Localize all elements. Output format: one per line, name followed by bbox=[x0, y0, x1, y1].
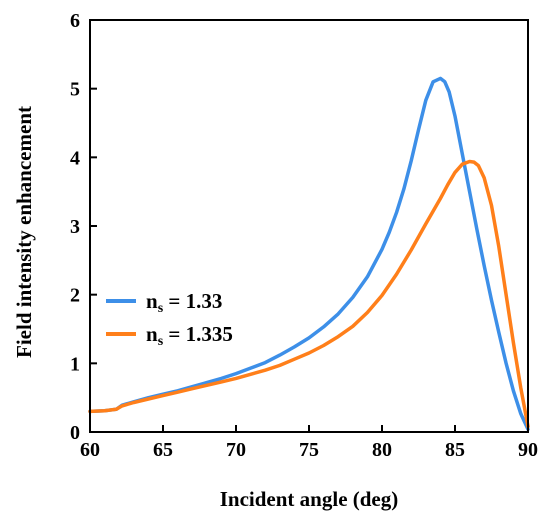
x-tick-label: 90 bbox=[518, 439, 538, 461]
y-tick-label: 3 bbox=[70, 216, 80, 238]
legend-label-1: ns = 1.33 bbox=[146, 289, 222, 316]
x-tick-label: 80 bbox=[372, 439, 392, 461]
plot-content bbox=[88, 76, 530, 432]
legend-label-2: ns = 1.335 bbox=[146, 322, 233, 349]
series-line-1 bbox=[88, 76, 530, 432]
x-tick-label: 75 bbox=[299, 439, 319, 461]
x-tick-label: 65 bbox=[153, 439, 173, 461]
x-tick-label: 85 bbox=[445, 439, 465, 461]
y-tick-label: 6 bbox=[70, 10, 80, 32]
y-tick-label: 0 bbox=[70, 422, 80, 444]
x-axis-label: Incident angle (deg) bbox=[220, 487, 399, 511]
plot-frame bbox=[89, 19, 529, 433]
x-axis-ticks: 60 65 70 75 80 85 90 bbox=[80, 425, 538, 461]
x-tick-label: 70 bbox=[226, 439, 246, 461]
legend: ns = 1.33 ns = 1.335 bbox=[106, 289, 233, 349]
y-tick-label: 1 bbox=[70, 353, 80, 375]
y-tick-label: 4 bbox=[70, 147, 80, 169]
x-tick-label: 60 bbox=[80, 439, 100, 461]
y-axis-ticks: 0 1 2 3 4 5 6 bbox=[70, 10, 97, 444]
y-axis-label: Field intensity enhancement bbox=[12, 106, 36, 358]
y-tick-label: 5 bbox=[70, 79, 80, 101]
series-line-2 bbox=[88, 159, 530, 429]
y-tick-label: 2 bbox=[70, 285, 80, 307]
